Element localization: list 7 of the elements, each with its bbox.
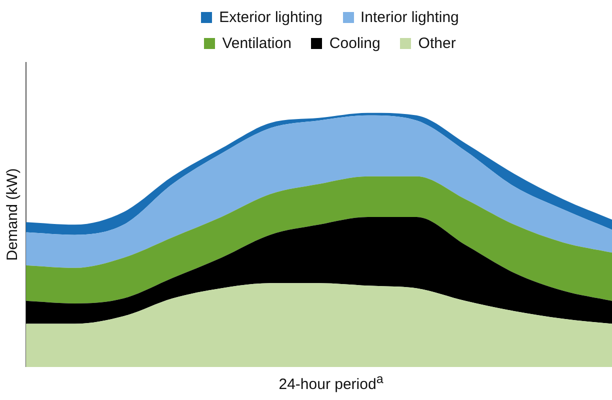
legend-label: Exterior lighting	[218, 8, 322, 28]
legend-label: Other	[417, 34, 456, 54]
legend-label: Cooling	[328, 34, 380, 54]
y-axis-title: Demand (kW)	[4, 168, 22, 261]
legend-label: Interior lighting	[360, 8, 459, 28]
x-axis-title: 24-hour period$^{a}$	[278, 372, 384, 393]
legend-label: Ventilation	[221, 34, 292, 54]
